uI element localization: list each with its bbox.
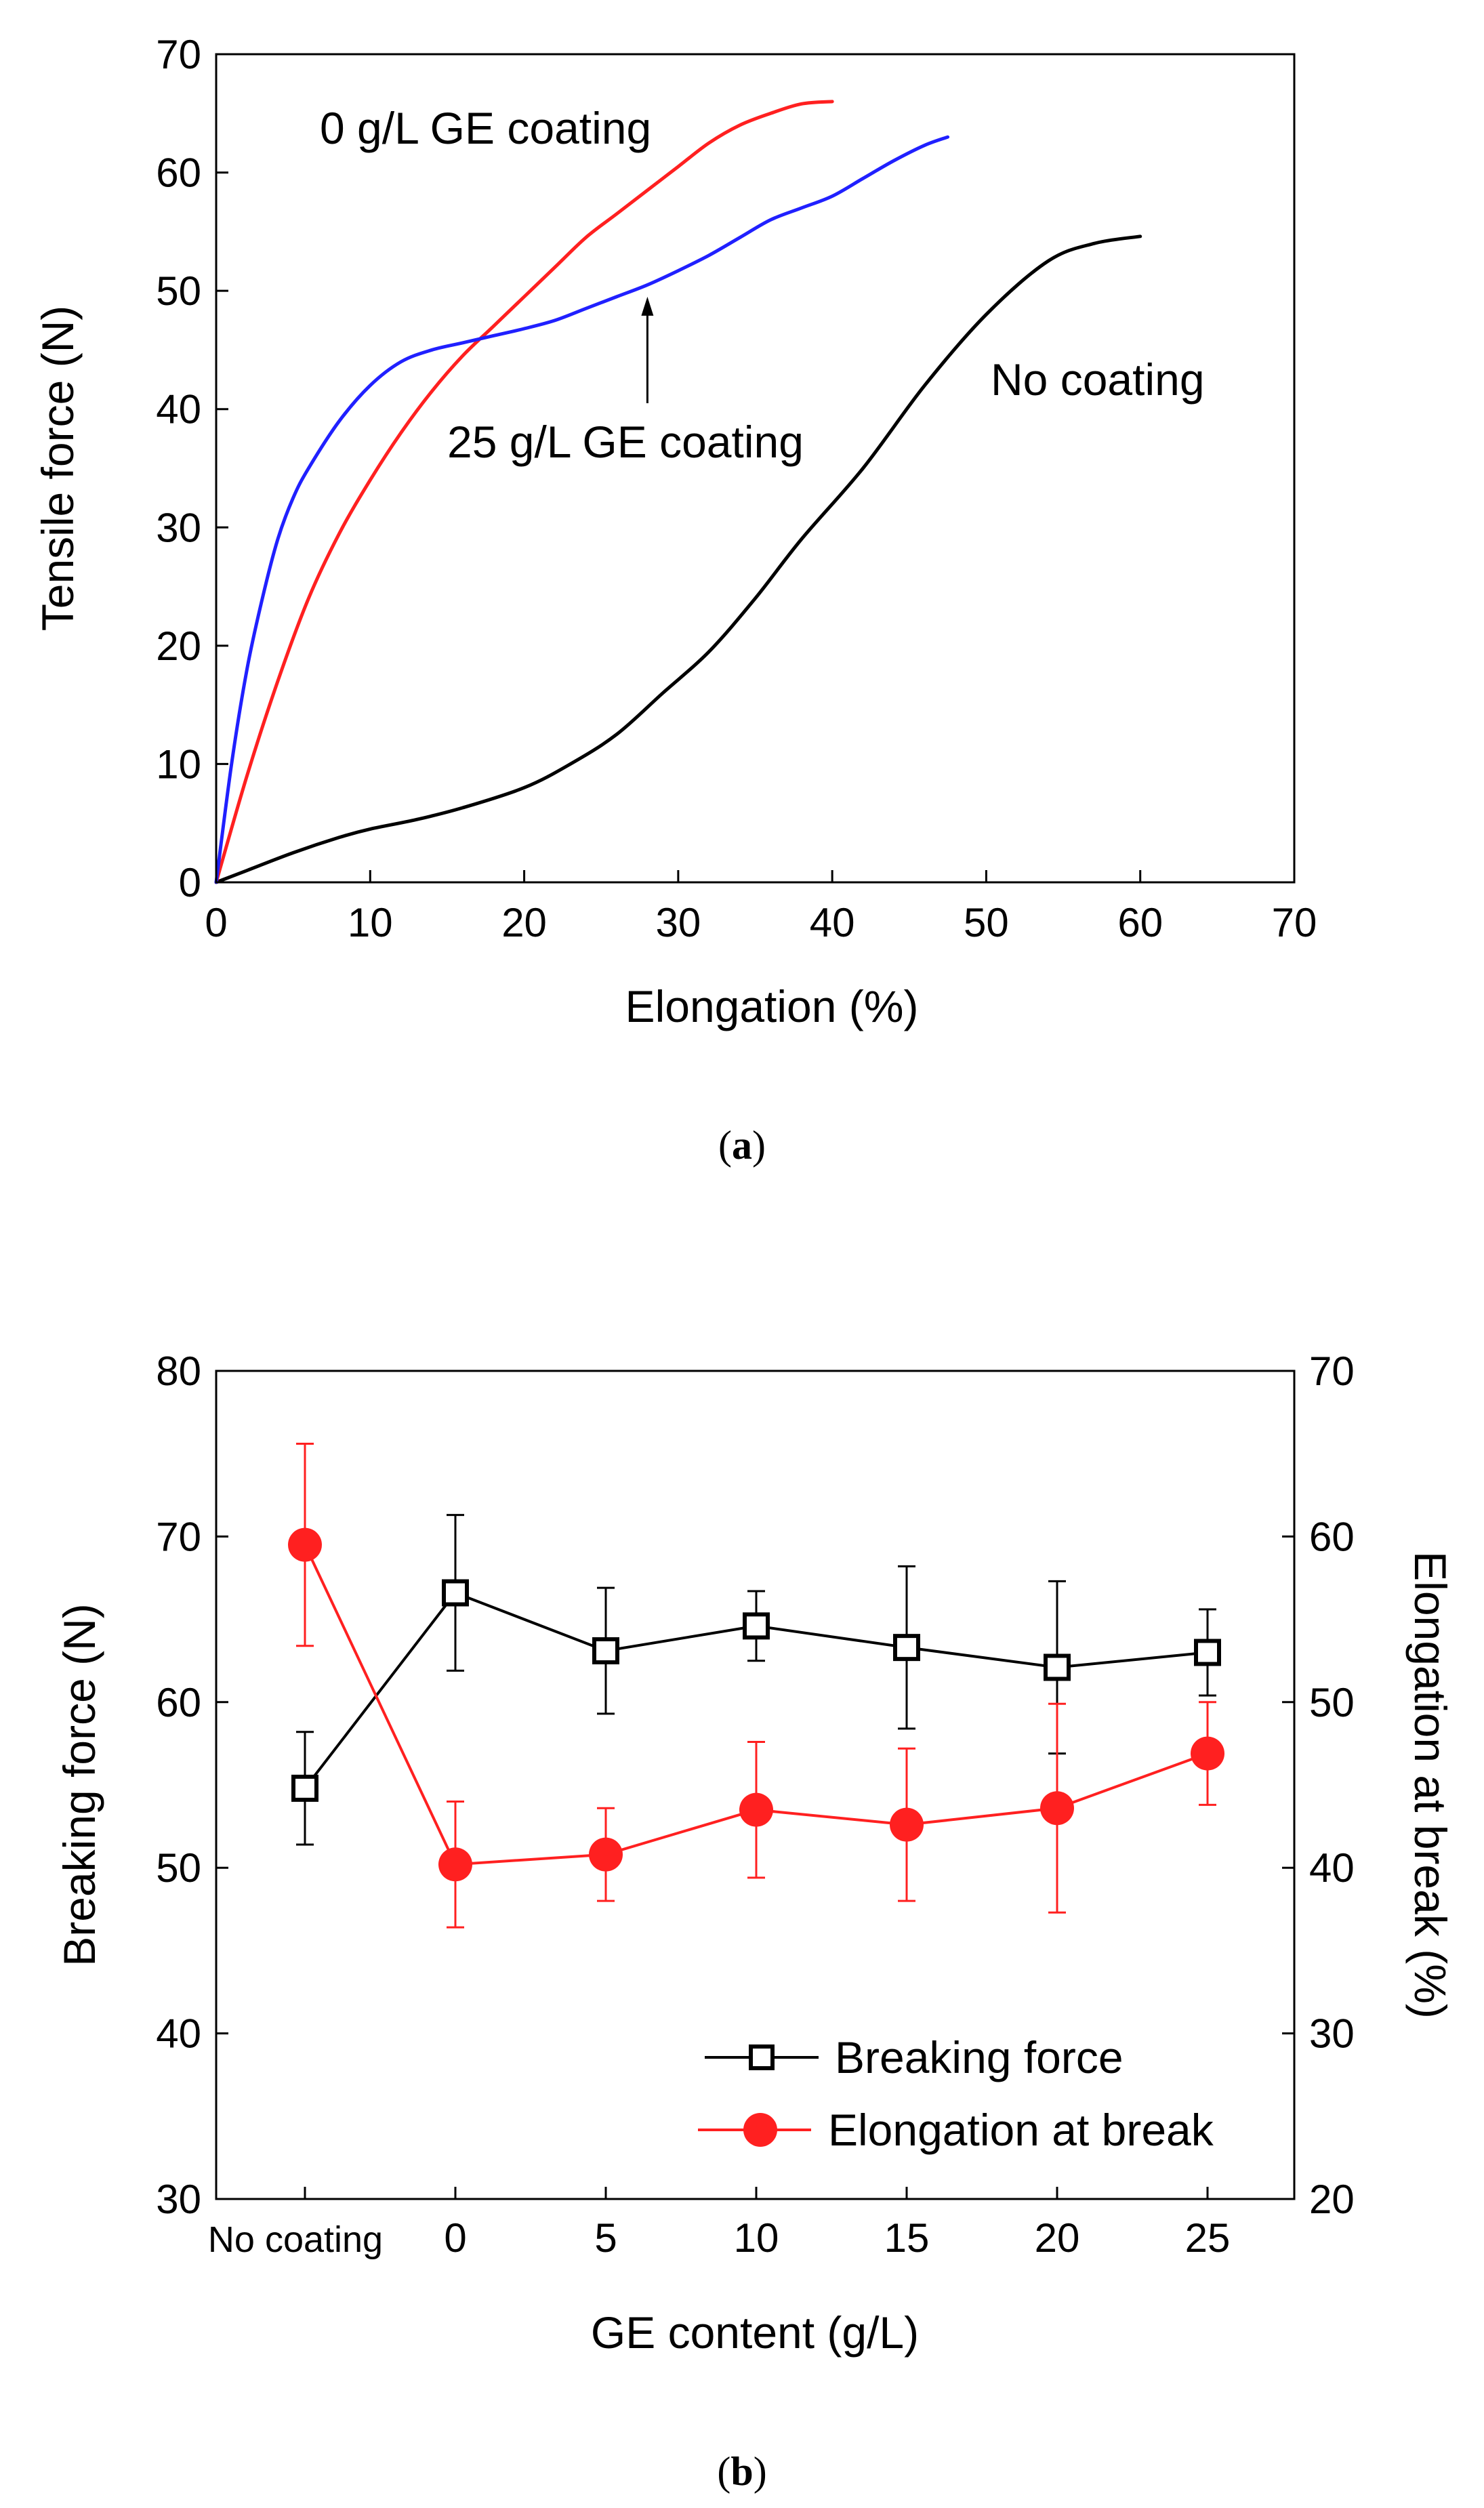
legend-marker-breaking-force bbox=[749, 2044, 775, 2070]
y-tick-label: 20 bbox=[156, 623, 201, 669]
chart-b-x-ticks: No coating 0 5 10 15 20 25 bbox=[208, 2187, 1230, 2261]
chart-b: No coating 0 5 10 15 20 25 30 40 50 60 70 80 20 30 40… bbox=[54, 1349, 1456, 2494]
series-line-ge0 bbox=[214, 100, 834, 884]
chart-b-left-y-ticks: 30 40 50 60 70 80 bbox=[156, 1349, 228, 2222]
chart-b-legend: Breaking force Elongation at break bbox=[698, 2032, 1214, 2155]
x-tick-label: 70 bbox=[1272, 900, 1317, 945]
y-tick-label: 60 bbox=[156, 1680, 201, 1725]
data-point-breaking-force bbox=[291, 1774, 318, 1802]
series-line-ge25 bbox=[214, 135, 950, 884]
panel-label-a: (a) bbox=[718, 1123, 766, 1168]
x-tick-label: 20 bbox=[1035, 2215, 1080, 2261]
y-tick-label: 60 bbox=[156, 150, 201, 196]
data-point-breaking-force bbox=[1194, 1639, 1221, 1666]
data-point-elongation bbox=[739, 1792, 773, 1827]
legend-label-breaking-force: Breaking force bbox=[835, 2032, 1124, 2082]
chart-a-ylabel: Tensile force (N) bbox=[33, 306, 83, 631]
y-tick-label: 80 bbox=[156, 1349, 201, 1394]
x-tick-label: 30 bbox=[655, 900, 701, 945]
y-tick-label: 40 bbox=[156, 387, 201, 432]
y-tick-label: 30 bbox=[156, 505, 201, 550]
x-tick-label: 60 bbox=[1117, 900, 1163, 945]
legend-label-elongation: Elongation at break bbox=[828, 2105, 1214, 2155]
data-point-breaking-force bbox=[1044, 1653, 1071, 1681]
data-point-elongation bbox=[1040, 1791, 1074, 1826]
x-tick-label: 10 bbox=[734, 2215, 779, 2261]
x-tick-label: 0 bbox=[444, 2215, 466, 2261]
data-point-elongation bbox=[438, 1847, 472, 1882]
y-tick-label-right: 50 bbox=[1309, 1680, 1355, 1725]
data-point-breaking-force bbox=[592, 1637, 619, 1665]
y-tick-label: 30 bbox=[156, 2177, 201, 2222]
annotation-no-coating: No coating bbox=[991, 354, 1205, 405]
y-tick-label-right: 30 bbox=[1309, 2011, 1355, 2057]
chart-b-ylabel-right: Elongation at break (%) bbox=[1405, 1551, 1456, 2019]
chart-a-plot-frame bbox=[215, 53, 1296, 884]
y-tick-label-right: 20 bbox=[1309, 2177, 1355, 2222]
y-tick-label: 0 bbox=[179, 860, 201, 905]
y-tick-label: 50 bbox=[156, 1845, 201, 1891]
y-tick-label-right: 70 bbox=[1309, 1349, 1355, 1394]
y-tick-label: 10 bbox=[156, 741, 201, 787]
y-tick-label: 40 bbox=[156, 2011, 201, 2057]
chart-b-right-y-ticks: 20 30 40 50 60 70 bbox=[1282, 1349, 1355, 2222]
chart-a-x-ticks: 0 10 20 30 40 50 60 70 bbox=[205, 870, 1317, 945]
data-point-elongation bbox=[589, 1837, 623, 1872]
arrow-head bbox=[641, 296, 654, 316]
x-tick-label: No coating bbox=[208, 2219, 383, 2260]
y-tick-label: 70 bbox=[156, 1514, 201, 1559]
data-point-breaking-force bbox=[442, 1579, 469, 1607]
y-tick-label: 50 bbox=[156, 268, 201, 314]
data-point-elongation bbox=[1191, 1736, 1224, 1771]
chart-a-marks bbox=[214, 100, 1142, 884]
data-point-elongation bbox=[288, 1527, 322, 1562]
x-tick-label: 25 bbox=[1185, 2215, 1231, 2261]
x-tick-label: 0 bbox=[205, 900, 227, 945]
chart-b-ylabel-left: Breaking force (N) bbox=[54, 1603, 104, 1967]
chart-a-xlabel: Elongation (%) bbox=[625, 981, 919, 1031]
annotation-ge25: 25 g/L GE coating bbox=[447, 417, 804, 467]
x-tick-label: 5 bbox=[594, 2215, 617, 2261]
data-point-breaking-force bbox=[893, 1634, 920, 1662]
y-tick-label-right: 40 bbox=[1309, 1845, 1355, 1891]
legend-marker-elongation bbox=[743, 2113, 777, 2147]
y-tick-label-right: 60 bbox=[1309, 1514, 1355, 1559]
x-tick-label: 40 bbox=[810, 900, 855, 945]
x-tick-label: 10 bbox=[348, 900, 393, 945]
y-tick-label: 70 bbox=[156, 32, 201, 77]
x-tick-label: 50 bbox=[964, 900, 1009, 945]
chart-a-y-ticks: 0 10 20 30 40 50 60 70 bbox=[156, 32, 228, 905]
x-tick-label: 20 bbox=[501, 900, 547, 945]
series-line-no_coating bbox=[214, 234, 1142, 884]
annotation-ge0: 0 g/L GE coating bbox=[320, 103, 651, 153]
data-point-elongation bbox=[890, 1807, 924, 1842]
data-point-breaking-force bbox=[743, 1612, 770, 1640]
panel-label-b: (b) bbox=[717, 2449, 766, 2494]
chart-b-xlabel: GE content (g/L) bbox=[591, 2307, 919, 2358]
chart-a: 0 10 20 30 40 50 60 70 0 10 20 30 40 50 60 70 Elongati… bbox=[33, 32, 1317, 1168]
x-tick-label: 15 bbox=[884, 2215, 930, 2261]
chart-b-marks bbox=[288, 1443, 1224, 1929]
annotation-arrow bbox=[641, 296, 654, 403]
